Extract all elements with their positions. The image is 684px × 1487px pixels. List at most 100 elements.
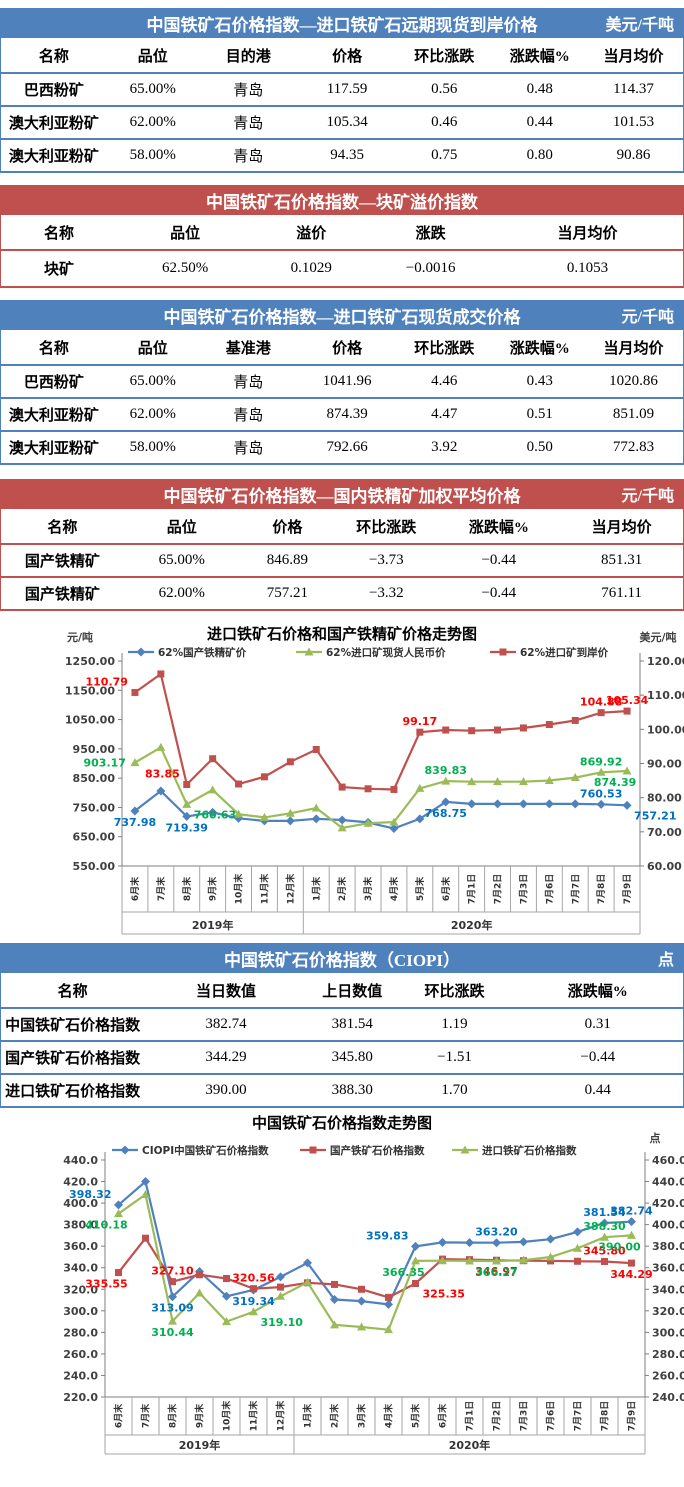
table-header-row: 名称 品位 溢价 涨跌 当月均价 <box>0 215 684 251</box>
data-label: 903.17 <box>83 757 125 770</box>
left-axis-unit: 元/吨 <box>67 630 93 644</box>
column-header: 溢价 <box>296 225 327 242</box>
series-1-marker <box>277 1283 284 1291</box>
series-1-marker <box>182 799 192 808</box>
series-2-marker <box>384 1325 393 1334</box>
cell: 344.29 <box>205 1049 247 1065</box>
data-label: 344.29 <box>610 1268 652 1281</box>
left-tick-label: 950.00 <box>73 743 116 756</box>
cell: 846.89 <box>266 552 309 568</box>
series-2-marker <box>545 721 553 729</box>
right-tick-label: 380.0 <box>652 1240 684 1253</box>
category-label: 2月末 <box>329 1403 341 1428</box>
series-1-marker <box>311 803 321 812</box>
table-header-row: 名称 品位 价格 环比涨跌 涨跌幅% 当月均价 <box>0 509 684 545</box>
series-1-marker <box>389 817 399 826</box>
series-1-marker <box>208 785 218 794</box>
series-0-marker <box>600 1218 609 1228</box>
right-axis-unit: 美元/吨 <box>639 630 676 644</box>
left-tick-label: 650.00 <box>73 831 116 844</box>
data-label: 335.55 <box>85 1278 127 1291</box>
series-2-marker <box>157 670 165 678</box>
series-2-marker <box>571 716 579 724</box>
series-1-marker <box>358 1285 365 1293</box>
table-row: 澳大利亚粉矿 58.00% 青岛 792.66 3.92 0.50 772.83 <box>0 432 684 465</box>
category-label: 1月末 <box>302 1403 314 1428</box>
table-title-band: 中国铁矿石价格指数—块矿溢价指数 <box>0 185 684 215</box>
left-tick-label: 400.0 <box>63 1197 98 1210</box>
table-row: 巴西粉矿 65.00% 青岛 1041.96 4.46 0.43 1020.86 <box>0 366 684 399</box>
column-header: 价格 <box>332 340 363 357</box>
chart-title: 中国铁矿石价格指数走势图 <box>252 1114 432 1132</box>
table-title-band: 中国铁矿石价格指数（CIOPI） 点 <box>0 943 684 973</box>
series-line-2 <box>117 1192 632 1331</box>
series-0-marker <box>441 797 451 807</box>
series-1-marker <box>234 809 244 818</box>
cell: 4.47 <box>431 406 458 422</box>
category-label: 11月末 <box>248 1400 260 1432</box>
table-lump-premium: 中国铁矿石价格指数—块矿溢价指数 名称 品位 溢价 涨跌 当月均价 块矿 62.50% 0.10… <box>0 185 684 288</box>
cell: 3.92 <box>431 439 458 455</box>
category-label: 7月7日 <box>570 874 581 905</box>
series-2-marker <box>623 707 631 715</box>
right-tick-label: 460.0 <box>652 1154 684 1167</box>
category-label: 7月3日 <box>518 874 529 905</box>
legend-marker <box>304 647 314 656</box>
series-1-marker <box>412 1280 419 1288</box>
cell: 114.37 <box>613 81 654 97</box>
data-label: 363.20 <box>475 1226 518 1239</box>
cell: 792.66 <box>326 439 368 455</box>
column-header: 名称 <box>57 983 88 1000</box>
series-2-marker <box>183 781 191 789</box>
series-2-marker <box>573 1243 582 1252</box>
cell: 0.43 <box>526 373 553 389</box>
series-1-marker <box>156 742 166 751</box>
cell: 851.31 <box>600 552 643 568</box>
cell: 58.00% <box>129 147 176 163</box>
series-0-marker <box>622 800 632 810</box>
year-label: 2019年 <box>179 1438 221 1452</box>
row-name: 中国铁矿石价格指数 <box>5 1018 141 1034</box>
table-row: 澳大利亚粉矿 58.00% 青岛 94.35 0.75 0.80 90.86 <box>0 140 684 173</box>
table-unit: 元/千吨 <box>621 488 674 505</box>
series-1-marker <box>337 823 347 832</box>
cell: 62.00% <box>129 114 176 130</box>
category-label: 6月末 <box>113 1403 125 1428</box>
data-label: 381.54 <box>583 1206 626 1219</box>
series-0-marker <box>130 806 140 816</box>
table-title: 中国铁矿石价格指数—块矿溢价指数 <box>206 192 478 212</box>
cell: 757.21 <box>266 585 309 601</box>
left-tick-label: 420.0 <box>63 1176 98 1189</box>
right-tick-label: 440.0 <box>652 1176 684 1189</box>
column-header: 涨跌幅% <box>509 48 570 65</box>
series-2-marker <box>141 1189 150 1198</box>
series-2-marker <box>330 1320 339 1329</box>
right-tick-label: 90.00 <box>647 758 682 771</box>
data-label: 366.35 <box>382 1266 424 1279</box>
cell: 4.46 <box>431 373 458 389</box>
cell: 0.46 <box>431 114 458 130</box>
table-title: 中国铁矿石价格指数（CIOPI） <box>223 950 461 970</box>
data-label: 382.74 <box>610 1205 653 1218</box>
series-1-marker <box>467 777 477 786</box>
right-tick-label: 360.0 <box>652 1262 684 1275</box>
cell: 0.75 <box>431 147 458 163</box>
left-tick-label: 280.0 <box>63 1326 98 1339</box>
series-1-marker <box>115 1269 122 1277</box>
right-tick-label: 110.00 <box>647 689 684 702</box>
cell: 772.83 <box>612 439 655 455</box>
row-name: 澳大利亚粉矿 <box>8 408 99 424</box>
series-1-marker <box>169 1278 176 1286</box>
category-label: 2月末 <box>336 876 348 901</box>
chart-ciopi-trend: 中国铁矿石价格指数走势图点 220.0 240.0 260.0 280.0 300.0 32… <box>0 1112 684 1457</box>
cell: 0.51 <box>526 406 553 422</box>
data-label: 325.35 <box>423 1288 465 1301</box>
chart-title: 进口铁矿石价格和国产铁精矿价格走势图 <box>207 625 477 643</box>
cell: 94.35 <box>330 147 364 163</box>
series-0-marker <box>570 799 580 809</box>
right-tick-label: 300.0 <box>652 1326 684 1339</box>
series-2-marker <box>546 1252 555 1261</box>
series-1-marker <box>130 758 140 767</box>
series-0-marker <box>208 807 218 817</box>
series-0-marker <box>465 1238 474 1248</box>
